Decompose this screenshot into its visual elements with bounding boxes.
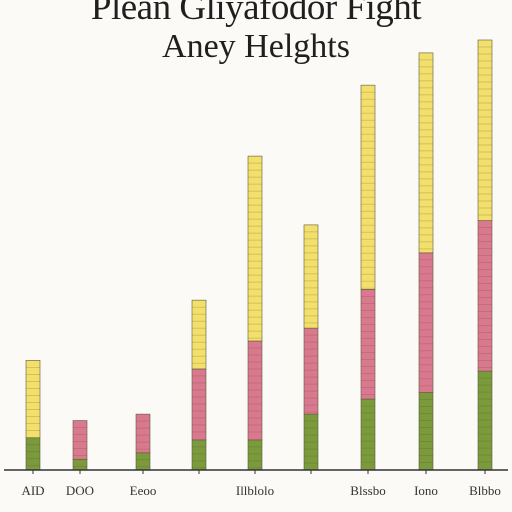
- x-tick-label-6: Blssbo: [350, 483, 385, 498]
- bar-segment-7-0: [418, 392, 434, 471]
- x-tick-label-4: Illblolo: [236, 483, 274, 498]
- bar-segment-5-2: [303, 224, 319, 329]
- bar-segment-3-2: [191, 299, 207, 370]
- bar-segment-3-0: [191, 439, 207, 471]
- bar-segment-8-1: [477, 220, 493, 372]
- bar-segment-5-1: [303, 327, 319, 415]
- x-tick-label-2: Eeoo: [130, 483, 157, 498]
- bar-segment-4-2: [247, 155, 263, 342]
- bar-segment-7-2: [418, 52, 434, 254]
- bar-segment-8-2: [477, 39, 493, 221]
- x-tick-label-1: DOO: [66, 483, 94, 498]
- x-tick-label-8: Blbbo: [469, 483, 501, 498]
- bar-segment-6-0: [360, 398, 376, 471]
- bar-segment-0-2: [25, 360, 41, 439]
- bar-segment-2-0: [135, 452, 151, 471]
- bar-segment-6-1: [360, 289, 376, 400]
- x-tick-label-0: AID: [21, 483, 44, 498]
- chart-title: Plean Gliyafodor Fight: [90, 0, 422, 28]
- bar-segment-1-0: [72, 458, 88, 471]
- bar-segment-3-1: [191, 368, 207, 441]
- bar-segment-0-0: [25, 437, 41, 471]
- chart-subtitle: Aney Helghts: [162, 28, 350, 65]
- bar-segment-6-2: [360, 84, 376, 290]
- bar-segment-4-0: [247, 439, 263, 471]
- x-tick-label-7: Iono: [414, 483, 438, 498]
- bar-segment-2-1: [135, 413, 151, 454]
- bar-segment-1-1: [72, 420, 88, 460]
